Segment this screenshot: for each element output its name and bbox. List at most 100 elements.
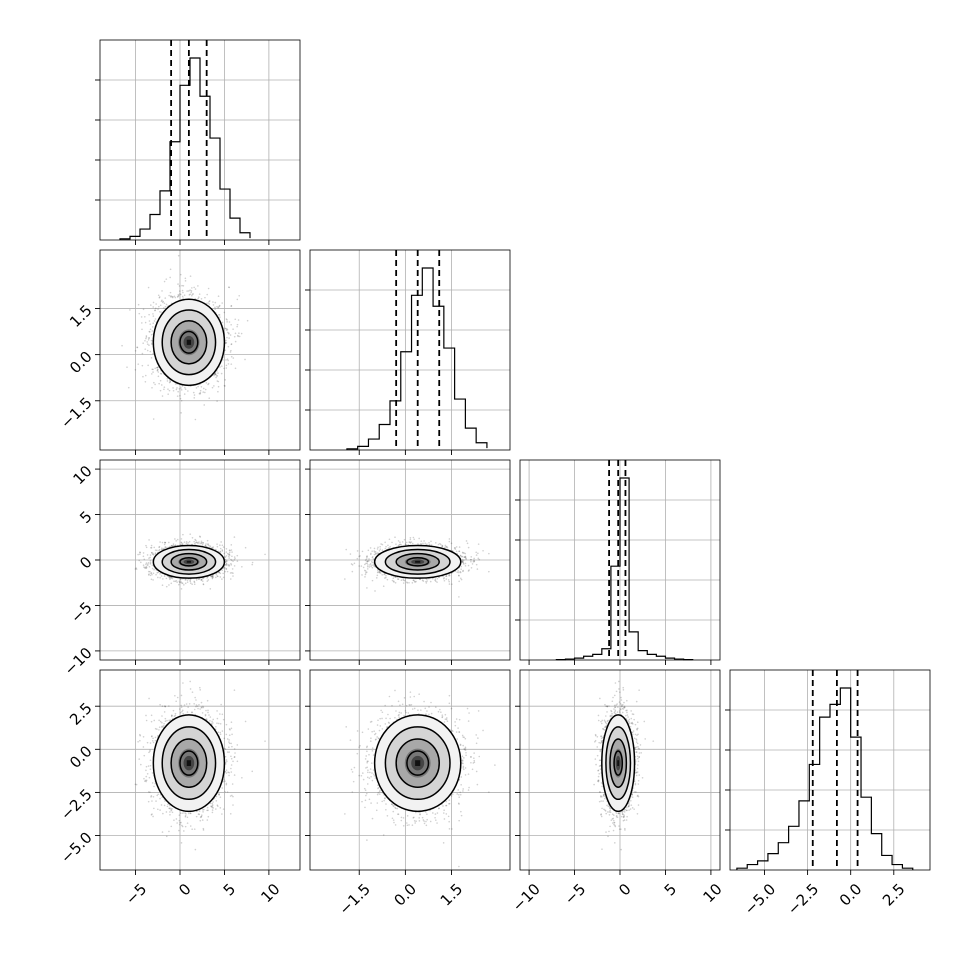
sample-point	[622, 819, 625, 822]
sample-point	[623, 705, 626, 708]
sample-point	[478, 755, 481, 758]
sample-point	[154, 552, 157, 554]
sample-point	[186, 581, 189, 583]
sample-point	[188, 540, 191, 543]
sample-point	[142, 342, 144, 345]
sample-point	[356, 550, 359, 552]
sample-point	[623, 814, 625, 816]
sample-point	[358, 565, 360, 567]
sample-point	[211, 386, 214, 389]
sample-point	[228, 746, 230, 749]
sample-point	[394, 689, 396, 692]
x-tick-label: 0	[615, 880, 634, 899]
sample-point	[364, 806, 366, 809]
sample-point	[225, 555, 228, 557]
sample-point	[216, 575, 219, 577]
sample-point	[202, 577, 204, 580]
sample-point	[413, 579, 415, 582]
sample-point	[232, 328, 234, 330]
sample-point	[147, 765, 150, 767]
sample-point	[195, 541, 197, 544]
sample-point	[410, 541, 413, 543]
sample-point	[387, 547, 390, 549]
sample-point	[147, 286, 150, 289]
sample-point	[441, 545, 443, 548]
sample-point	[191, 691, 194, 693]
sample-point	[372, 558, 375, 560]
sample-point	[488, 552, 490, 555]
sample-point	[229, 549, 231, 552]
sample-point	[228, 734, 231, 736]
sample-point	[230, 559, 233, 562]
sample-point	[192, 391, 195, 394]
sample-point	[211, 575, 214, 578]
sample-point	[403, 714, 405, 717]
sample-point	[159, 379, 162, 382]
sample-point	[400, 816, 403, 819]
sample-point	[402, 582, 405, 584]
sample-point	[464, 562, 467, 565]
sample-point	[638, 689, 640, 691]
sample-point	[227, 564, 229, 566]
sample-point	[460, 783, 462, 786]
sample-point	[228, 728, 231, 730]
sample-point	[200, 579, 203, 581]
sample-point	[228, 774, 230, 777]
sample-point	[641, 777, 644, 779]
sample-point	[365, 794, 367, 797]
sample-point	[461, 760, 464, 762]
sample-point	[230, 564, 233, 566]
sample-point	[194, 418, 197, 421]
sample-point	[187, 706, 189, 708]
sample-point	[185, 540, 188, 543]
sample-point	[442, 812, 445, 814]
sample-point	[473, 752, 475, 754]
sample-point	[233, 756, 236, 758]
sample-point	[178, 829, 180, 832]
y-tick-label: 0.0	[66, 348, 96, 378]
sample-point	[442, 805, 444, 807]
sample-point	[197, 813, 200, 815]
sample-point	[149, 563, 152, 565]
sample-point	[380, 543, 382, 545]
sample-point	[464, 746, 467, 749]
sample-point	[175, 540, 177, 542]
sample-point	[149, 570, 151, 573]
sample-point	[389, 717, 391, 720]
sample-point	[458, 580, 460, 583]
sample-point	[204, 388, 207, 391]
sample-point	[464, 737, 467, 740]
sample-point	[216, 543, 218, 545]
sample-point	[460, 776, 463, 778]
sample-point	[138, 312, 141, 315]
sample-point	[145, 775, 148, 778]
sample-point	[621, 711, 624, 714]
sample-point	[466, 707, 469, 710]
sample-point	[358, 555, 360, 558]
sample-point	[145, 769, 147, 772]
sample-point	[441, 714, 444, 716]
sample-point	[212, 304, 215, 306]
sample-point	[620, 815, 623, 818]
sample-point	[391, 579, 394, 582]
panel-frame	[519, 669, 721, 871]
sample-point	[213, 374, 215, 377]
sample-point	[458, 731, 461, 733]
sample-point	[149, 554, 152, 556]
sample-point	[369, 721, 372, 723]
sample-point	[173, 715, 176, 718]
sample-point	[462, 569, 464, 572]
sample-point	[224, 770, 227, 773]
sample-point	[159, 389, 162, 392]
sample-point	[209, 588, 212, 590]
sample-point	[163, 547, 165, 550]
sample-point	[387, 721, 390, 724]
sample-point	[146, 741, 149, 744]
sample-point	[618, 711, 621, 714]
sample-point	[170, 808, 172, 811]
sample-point	[219, 316, 221, 318]
sample-point	[172, 389, 175, 392]
sample-point	[166, 805, 169, 808]
sample-point	[361, 772, 364, 774]
